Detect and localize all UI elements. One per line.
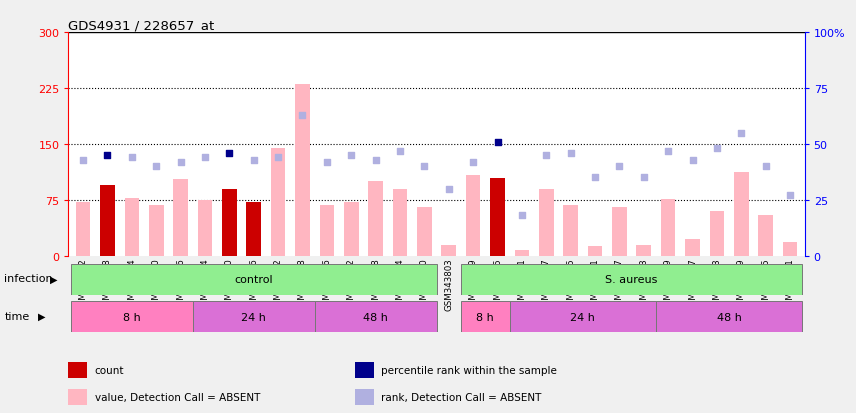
Text: ▶: ▶ xyxy=(50,274,57,284)
Bar xyxy=(71,301,193,332)
Bar xyxy=(514,251,529,256)
Text: infection: infection xyxy=(4,274,53,284)
Text: time: time xyxy=(4,311,29,321)
Bar xyxy=(247,202,261,256)
Point xyxy=(783,192,797,199)
Point xyxy=(588,175,602,181)
Bar xyxy=(68,362,87,378)
Bar xyxy=(710,211,724,256)
Bar xyxy=(354,389,373,405)
Text: 8 h: 8 h xyxy=(123,312,140,322)
Bar xyxy=(198,200,212,256)
Bar xyxy=(734,173,749,256)
Text: 8 h: 8 h xyxy=(477,312,494,322)
Point xyxy=(198,154,211,161)
Point xyxy=(369,157,383,164)
Bar xyxy=(354,362,373,378)
Bar xyxy=(315,301,437,332)
Point xyxy=(174,159,187,166)
Bar xyxy=(344,202,359,256)
Bar xyxy=(782,243,797,256)
Text: rank, Detection Call = ABSENT: rank, Detection Call = ABSENT xyxy=(381,392,542,402)
Point xyxy=(101,152,115,159)
Bar xyxy=(173,180,188,256)
Text: 48 h: 48 h xyxy=(716,312,741,322)
Bar xyxy=(319,206,334,256)
Point xyxy=(271,154,285,161)
Point xyxy=(539,152,553,159)
Point xyxy=(223,150,236,157)
Point xyxy=(295,112,309,119)
Point xyxy=(564,150,578,157)
Point xyxy=(490,139,504,146)
Text: 24 h: 24 h xyxy=(570,312,595,322)
Point xyxy=(125,154,139,161)
Point xyxy=(76,157,90,164)
Text: ▶: ▶ xyxy=(38,311,45,321)
Bar xyxy=(368,182,383,256)
Text: 48 h: 48 h xyxy=(363,312,388,322)
Bar xyxy=(461,301,509,332)
Bar xyxy=(295,85,310,256)
Point xyxy=(613,164,627,170)
Bar xyxy=(270,148,285,256)
Bar xyxy=(193,301,315,332)
Point xyxy=(393,148,407,154)
Point xyxy=(320,159,334,166)
Bar xyxy=(68,389,87,405)
Text: value, Detection Call = ABSENT: value, Detection Call = ABSENT xyxy=(95,392,260,402)
Point xyxy=(758,164,772,170)
Bar xyxy=(124,198,140,256)
Point xyxy=(150,164,163,170)
Text: 24 h: 24 h xyxy=(241,312,266,322)
Point xyxy=(442,186,455,192)
Bar xyxy=(393,189,407,256)
Text: GDS4931 / 228657_at: GDS4931 / 228657_at xyxy=(68,19,215,32)
Bar xyxy=(563,206,578,256)
Bar xyxy=(417,208,431,256)
Text: percentile rank within the sample: percentile rank within the sample xyxy=(381,365,557,375)
Bar xyxy=(461,264,802,295)
Point xyxy=(637,175,651,181)
Bar xyxy=(509,301,656,332)
Text: control: control xyxy=(235,275,273,285)
Text: S. aureus: S. aureus xyxy=(605,275,657,285)
Point xyxy=(662,148,675,154)
Point xyxy=(515,213,529,219)
Point xyxy=(710,146,723,152)
Bar xyxy=(588,247,603,256)
Bar xyxy=(685,240,700,256)
Bar xyxy=(222,189,236,256)
Bar xyxy=(637,245,651,256)
Bar xyxy=(76,202,91,256)
Bar xyxy=(758,215,773,256)
Bar xyxy=(490,179,505,256)
Text: count: count xyxy=(95,365,124,375)
Point xyxy=(734,130,748,137)
Point xyxy=(418,164,431,170)
Bar xyxy=(539,189,554,256)
Bar xyxy=(149,206,163,256)
Bar xyxy=(661,199,675,256)
Bar xyxy=(71,264,437,295)
Point xyxy=(686,157,699,164)
Point xyxy=(344,152,358,159)
Point xyxy=(467,159,480,166)
Bar xyxy=(466,176,480,256)
Bar xyxy=(656,301,802,332)
Bar xyxy=(100,185,115,256)
Bar xyxy=(612,208,627,256)
Bar xyxy=(442,245,456,256)
Point xyxy=(247,157,260,164)
